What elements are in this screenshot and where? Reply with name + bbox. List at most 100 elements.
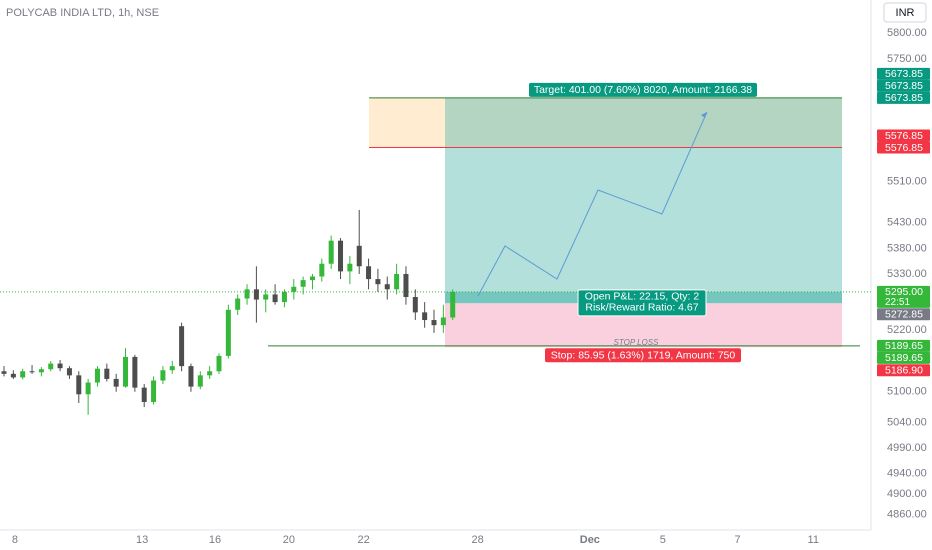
candle-body: [431, 320, 437, 326]
candle-body: [450, 291, 456, 318]
candle-body: [309, 276, 315, 281]
x-tick-label: 7: [734, 534, 740, 546]
y-tick-label: 4990.00: [887, 442, 927, 454]
rr-text: Risk/Reward Ratio: 4.67: [585, 302, 698, 314]
price-tag: [877, 67, 930, 80]
candle-body: [141, 387, 147, 402]
candle-body: [1, 371, 7, 374]
candle-body: [272, 294, 278, 303]
projection-path: [477, 111, 708, 297]
label-text: Target: 401.00 (7.60%) 8020, Amount: 216…: [534, 84, 752, 96]
price-tag-label: 5186.90: [885, 365, 923, 377]
candle-body: [20, 371, 26, 378]
position-labels: Target: 401.00 (7.60%) 8020, Amount: 216…: [529, 82, 757, 363]
candle-body: [76, 375, 82, 395]
candle-body: [356, 245, 362, 267]
y-tick-label: 5750.00: [887, 53, 927, 65]
candle-body: [225, 309, 231, 356]
candle-body: [160, 370, 166, 381]
price-tag: [877, 79, 930, 92]
candle-body: [66, 368, 72, 376]
stop-loss-text: STOP LOSS: [614, 338, 660, 347]
candle-body: [281, 291, 287, 303]
price-tag-label: 5576.85: [885, 130, 923, 142]
candle-body: [38, 369, 44, 373]
x-tick-label: 20: [283, 534, 295, 546]
price-tags: 5673.855673.855673.855576.855576.855295.…: [877, 67, 930, 377]
label-box: [529, 82, 757, 97]
price-tag: [877, 91, 930, 104]
candle-body: [384, 284, 390, 290]
candle-body: [291, 286, 297, 292]
y-tick-label: 5040.00: [887, 416, 927, 428]
x-tick-label: 5: [660, 534, 666, 546]
candle-body: [422, 312, 428, 321]
candle-body: [29, 371, 35, 373]
x-tick-label: 8: [12, 534, 18, 546]
label-text: Stop: 85.95 (1.63%) 1719, Amount: 750: [551, 350, 736, 362]
label-box: [545, 348, 741, 363]
x-tick-label: Dec: [580, 534, 600, 546]
x-tick-label: 22: [358, 534, 370, 546]
candle-body: [123, 356, 129, 387]
candle-body: [85, 382, 91, 395]
price-tag-label: 5189.65: [885, 352, 923, 364]
candle-body: [10, 373, 16, 378]
y-tick-label: 5220.00: [887, 324, 927, 336]
candles: [1, 209, 456, 415]
candle-body: [338, 240, 344, 272]
price-tag: [877, 351, 930, 364]
candle-body: [403, 273, 409, 298]
price-tag: [877, 364, 930, 377]
candle-body: [347, 263, 353, 272]
candle-body: [412, 297, 418, 313]
price-tag-countdown: 22:51: [885, 297, 910, 308]
candle-body: [151, 380, 157, 402]
candle-body: [300, 280, 306, 287]
price-tag-label: 5673.85: [885, 92, 923, 104]
y-tick-label: 4940.00: [887, 468, 927, 480]
price-tag-label: 5272.85: [885, 309, 923, 321]
chart-title: POLYCAB INDIA LTD, 1h, NSE: [6, 7, 159, 19]
projection-arrow: [701, 112, 707, 118]
y-tick-label: 5430.00: [887, 217, 927, 229]
y-tick-label: 5510.00: [887, 176, 927, 188]
price-tag: [877, 339, 930, 352]
y-tick-label: 5800.00: [887, 27, 927, 39]
y-tick-label: 5330.00: [887, 268, 927, 280]
x-tick-label: 28: [472, 534, 484, 546]
candle-body: [394, 273, 400, 290]
candle-body: [207, 371, 213, 376]
candle-body: [132, 356, 138, 388]
price-tag: [877, 141, 930, 154]
y-tick-label: 5100.00: [887, 386, 927, 398]
candle-body: [375, 279, 381, 285]
candle-body: [216, 355, 222, 372]
candle-body: [104, 368, 110, 379]
y-tick-label: 4860.00: [887, 509, 927, 521]
candle-body: [440, 317, 446, 326]
candle-body: [179, 326, 185, 367]
candle-body: [366, 266, 372, 280]
x-tick-label: 13: [136, 534, 148, 546]
price-tag-label: 5673.85: [885, 80, 923, 92]
candle-body: [328, 240, 334, 264]
candle-body: [57, 363, 63, 369]
candle-body: [169, 366, 175, 371]
candle-body: [188, 366, 194, 387]
candle-body: [197, 375, 203, 387]
price-tag-label: 5189.65: [885, 340, 923, 352]
pnl-box: [577, 289, 707, 317]
axes: 5800.00 5750.00 5510.00 5430.00 5380.00 5330.…: [12, 27, 927, 546]
candle-body: [319, 263, 325, 277]
price-tag: [877, 308, 930, 321]
target-zone: [369, 97, 842, 148]
candle-body: [263, 294, 269, 300]
currency-button[interactable]: [883, 2, 927, 23]
x-tick-label: 16: [209, 534, 221, 546]
candle-body: [235, 298, 241, 310]
candle-body: [48, 363, 54, 370]
